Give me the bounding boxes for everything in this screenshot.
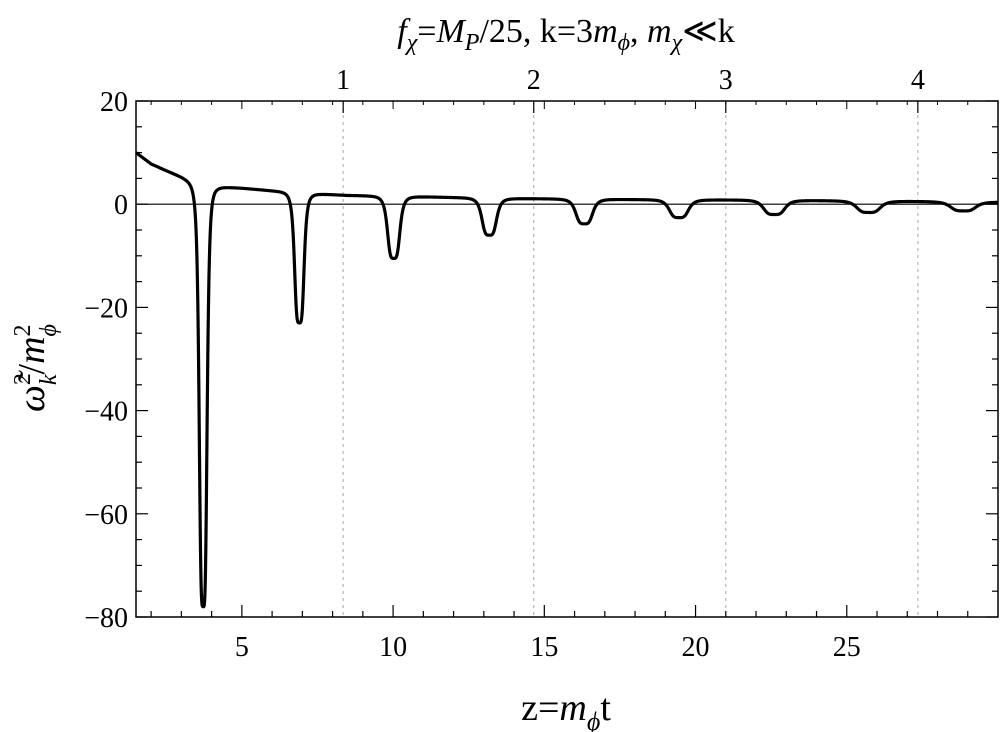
y-tick-label: −80	[84, 603, 128, 634]
x-tick-label: 5	[235, 632, 249, 663]
tick-labels: 1 2 3 4 5 10 15 20 25 20 0 −20 −40 −60 −80	[84, 65, 925, 663]
y-tick-label: −20	[84, 293, 128, 324]
x-tick-label: 10	[379, 632, 407, 663]
x-tick-label: 15	[530, 632, 558, 663]
series-line	[134, 151, 1000, 609]
top-tick-label: 2	[527, 65, 541, 96]
x-axis-label: z=mϕt	[521, 687, 611, 732]
grid	[342, 101, 919, 617]
top-tick-label: 1	[336, 65, 350, 96]
ticks	[136, 100, 998, 618]
y-tick-label: −60	[84, 500, 128, 531]
x-tick-label: 20	[682, 632, 710, 663]
x-tick-label: 25	[833, 632, 861, 663]
y-axis-label: ω̃2k/m2ϕ	[10, 324, 62, 412]
chart-title: fχ=MP/25, k=3mϕ, mχ≪k	[397, 13, 735, 56]
y-tick-label: 0	[114, 190, 128, 221]
top-tick-label: 4	[911, 65, 925, 96]
y-tick-label: −40	[84, 397, 128, 428]
plot-frame	[135, 100, 999, 618]
top-tick-label: 3	[719, 65, 733, 96]
y-tick-label: 20	[100, 87, 128, 118]
